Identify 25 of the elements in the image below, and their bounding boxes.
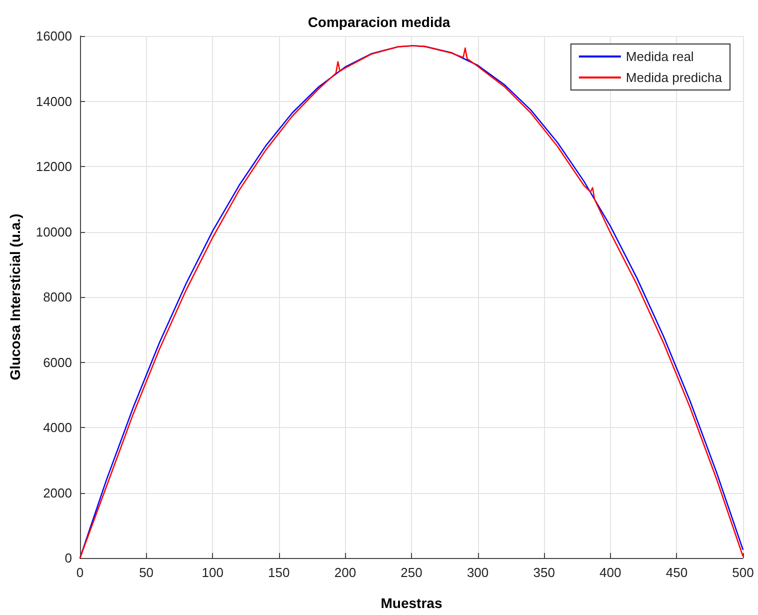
y-axis-title: Glucosa Intersticial (u.a.) bbox=[7, 214, 23, 380]
y-tick-label: 2000 bbox=[43, 485, 72, 500]
y-tick-label: 12000 bbox=[36, 159, 72, 174]
x-tick-label: 300 bbox=[466, 565, 489, 580]
chart-title: Comparacion medida bbox=[308, 14, 450, 30]
x-tick-label: 150 bbox=[268, 565, 290, 580]
x-tick-label: 400 bbox=[600, 565, 622, 580]
x-axis-title: Muestras bbox=[380, 595, 442, 611]
y-tick-label: 14000 bbox=[36, 94, 72, 109]
x-tick-label: 0 bbox=[76, 565, 84, 580]
x-tick-label: 250 bbox=[400, 565, 422, 580]
x-tick-label: 500 bbox=[732, 565, 754, 580]
legend-label: Medida predicha bbox=[626, 70, 723, 85]
x-tick-label: 350 bbox=[533, 565, 555, 580]
y-tick-label: 10000 bbox=[36, 224, 72, 240]
y-tick-label: 8000 bbox=[43, 290, 72, 304]
x-tick-label: 50 bbox=[139, 565, 154, 580]
legend-label: Medida real bbox=[626, 49, 694, 64]
x-tick-label: 100 bbox=[202, 565, 224, 580]
x-tick-label: 450 bbox=[666, 565, 688, 580]
y-tick-label: 0 bbox=[64, 550, 72, 566]
x-tick-label: 200 bbox=[334, 565, 356, 580]
y-tick-label: 6000 bbox=[43, 354, 72, 370]
y-tick-label: 4000 bbox=[43, 420, 72, 435]
y-tick-label: 16000 bbox=[36, 28, 72, 44]
